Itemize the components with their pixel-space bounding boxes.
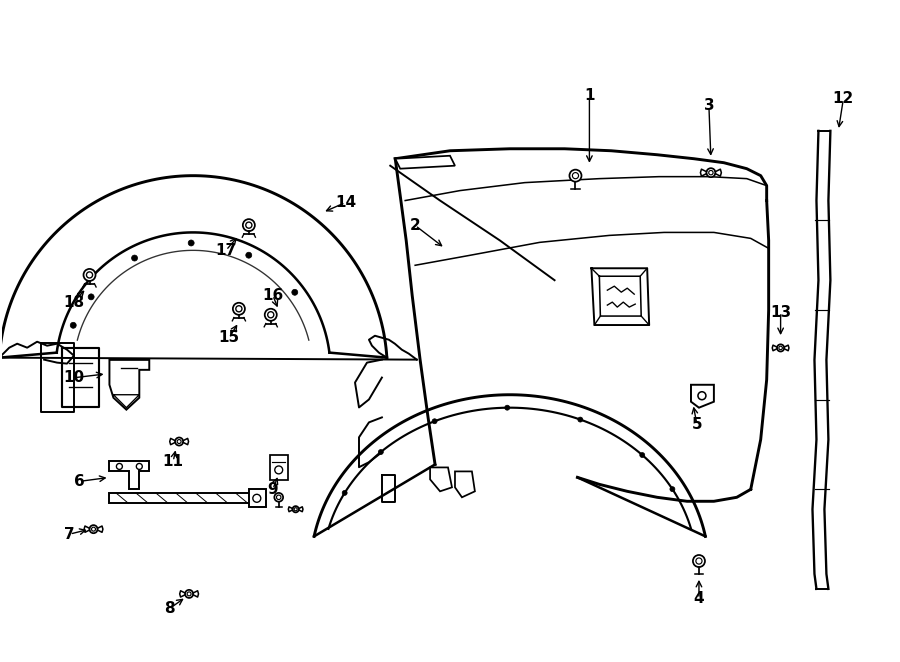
Circle shape: [84, 269, 95, 281]
Polygon shape: [430, 467, 452, 491]
Polygon shape: [455, 471, 475, 497]
Text: 2: 2: [410, 218, 420, 233]
Circle shape: [233, 303, 245, 315]
Circle shape: [706, 168, 716, 177]
Circle shape: [188, 240, 194, 246]
Text: 18: 18: [63, 295, 84, 310]
Polygon shape: [110, 493, 256, 503]
Text: 13: 13: [770, 305, 791, 320]
Text: 9: 9: [267, 482, 278, 497]
Circle shape: [89, 525, 97, 533]
Circle shape: [640, 453, 644, 457]
Circle shape: [88, 294, 94, 300]
Text: 10: 10: [63, 370, 84, 385]
Text: 12: 12: [832, 91, 854, 107]
Circle shape: [505, 405, 509, 410]
Circle shape: [292, 289, 298, 295]
Circle shape: [265, 308, 277, 321]
Text: 14: 14: [335, 195, 356, 210]
Circle shape: [570, 169, 581, 181]
Polygon shape: [395, 156, 455, 169]
Circle shape: [185, 590, 193, 598]
Circle shape: [246, 252, 252, 258]
Polygon shape: [110, 360, 149, 410]
Circle shape: [378, 449, 383, 455]
Circle shape: [70, 322, 77, 328]
Circle shape: [432, 419, 437, 424]
Text: 4: 4: [694, 591, 705, 606]
Text: 11: 11: [163, 454, 184, 469]
Polygon shape: [248, 489, 266, 507]
Text: 8: 8: [164, 601, 175, 616]
Text: 5: 5: [691, 417, 702, 432]
Circle shape: [131, 255, 138, 261]
Circle shape: [342, 491, 347, 495]
Circle shape: [292, 506, 299, 512]
Text: 15: 15: [219, 330, 239, 346]
Text: 7: 7: [64, 527, 75, 542]
Circle shape: [693, 555, 705, 567]
Text: 16: 16: [262, 288, 284, 303]
Circle shape: [578, 417, 583, 422]
Circle shape: [243, 219, 255, 231]
Text: 6: 6: [74, 474, 85, 489]
Circle shape: [176, 438, 184, 446]
Circle shape: [670, 487, 675, 492]
Text: 1: 1: [584, 89, 595, 103]
Polygon shape: [691, 385, 714, 408]
Circle shape: [274, 493, 284, 502]
Text: 3: 3: [704, 99, 715, 113]
Circle shape: [777, 344, 784, 352]
Polygon shape: [110, 461, 149, 489]
Text: 17: 17: [215, 243, 237, 258]
Bar: [270, 455, 288, 480]
